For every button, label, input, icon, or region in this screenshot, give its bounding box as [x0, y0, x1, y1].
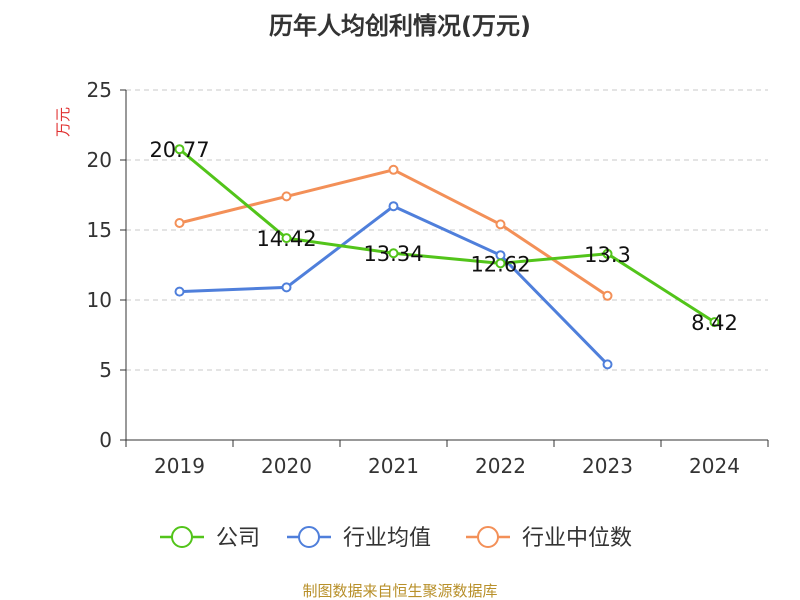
data-point [281, 191, 292, 202]
x-tick-label: 2019 [154, 454, 205, 478]
y-tick-label: 0 [99, 428, 112, 452]
data-point [388, 164, 399, 175]
y-tick-label: 20 [87, 148, 112, 172]
source-note: 制图数据来自恒生聚源数据库 [302, 582, 497, 600]
x-tick-label: 2023 [582, 454, 633, 478]
data-point [388, 201, 399, 212]
series-industry-mean [174, 201, 613, 370]
y-tick-label: 15 [87, 218, 112, 242]
y-tick-label: 10 [87, 288, 112, 312]
y-tick-label: 5 [99, 358, 112, 382]
legend-marker [477, 526, 499, 548]
data-label: 8.42 [691, 311, 738, 335]
data-label: 13.3 [584, 243, 631, 267]
axes: 0 5 10 15 20 25 2019 2020 2021 2022 2023 2024 [87, 78, 769, 478]
x-tick-label: 2024 [689, 454, 740, 478]
data-label: 20.77 [149, 138, 209, 162]
legend-marker [298, 526, 320, 548]
data-point [495, 219, 506, 230]
y-tick-label: 25 [87, 78, 112, 102]
series-line [179, 168, 609, 298]
data-labels: 20.77 14.42 13.34 12.62 13.3 8.42 [149, 138, 737, 335]
legend-label: 行业均值 [343, 526, 431, 551]
legend-item-industry-median[interactable]: 行业中位数 [466, 526, 632, 551]
data-label: 14.42 [256, 227, 316, 251]
series-layer [174, 144, 720, 370]
legend-label: 公司 [216, 526, 260, 551]
data-point [495, 258, 506, 269]
chart-title: 历年人均创利情况(万元) [269, 12, 531, 40]
x-tick-label: 2022 [475, 454, 526, 478]
data-point [174, 218, 185, 228]
data-point [281, 282, 292, 293]
y-axis-label: 万元 [54, 107, 72, 137]
series-industry-median [174, 164, 613, 301]
data-point [602, 359, 613, 370]
legend-item-company[interactable]: 公司 [160, 526, 260, 551]
legend-item-industry-mean[interactable]: 行业均值 [287, 526, 431, 551]
data-point [174, 144, 185, 155]
x-tick-label: 2020 [261, 454, 312, 478]
x-tick-label: 2021 [368, 454, 419, 478]
data-point [281, 233, 292, 244]
series-line [178, 148, 716, 324]
legend[interactable]: 公司 行业均值 行业中位数 [160, 526, 632, 551]
data-point [602, 290, 613, 301]
data-label: 12.62 [470, 252, 530, 276]
series-company [174, 144, 720, 328]
grid-lines [126, 89, 768, 371]
data-point [602, 248, 613, 259]
data-point [709, 317, 720, 328]
data-point [174, 286, 185, 297]
legend-label: 行业中位数 [522, 526, 632, 551]
legend-marker [171, 526, 193, 548]
data-point [388, 248, 399, 259]
data-label: 13.34 [363, 242, 423, 266]
